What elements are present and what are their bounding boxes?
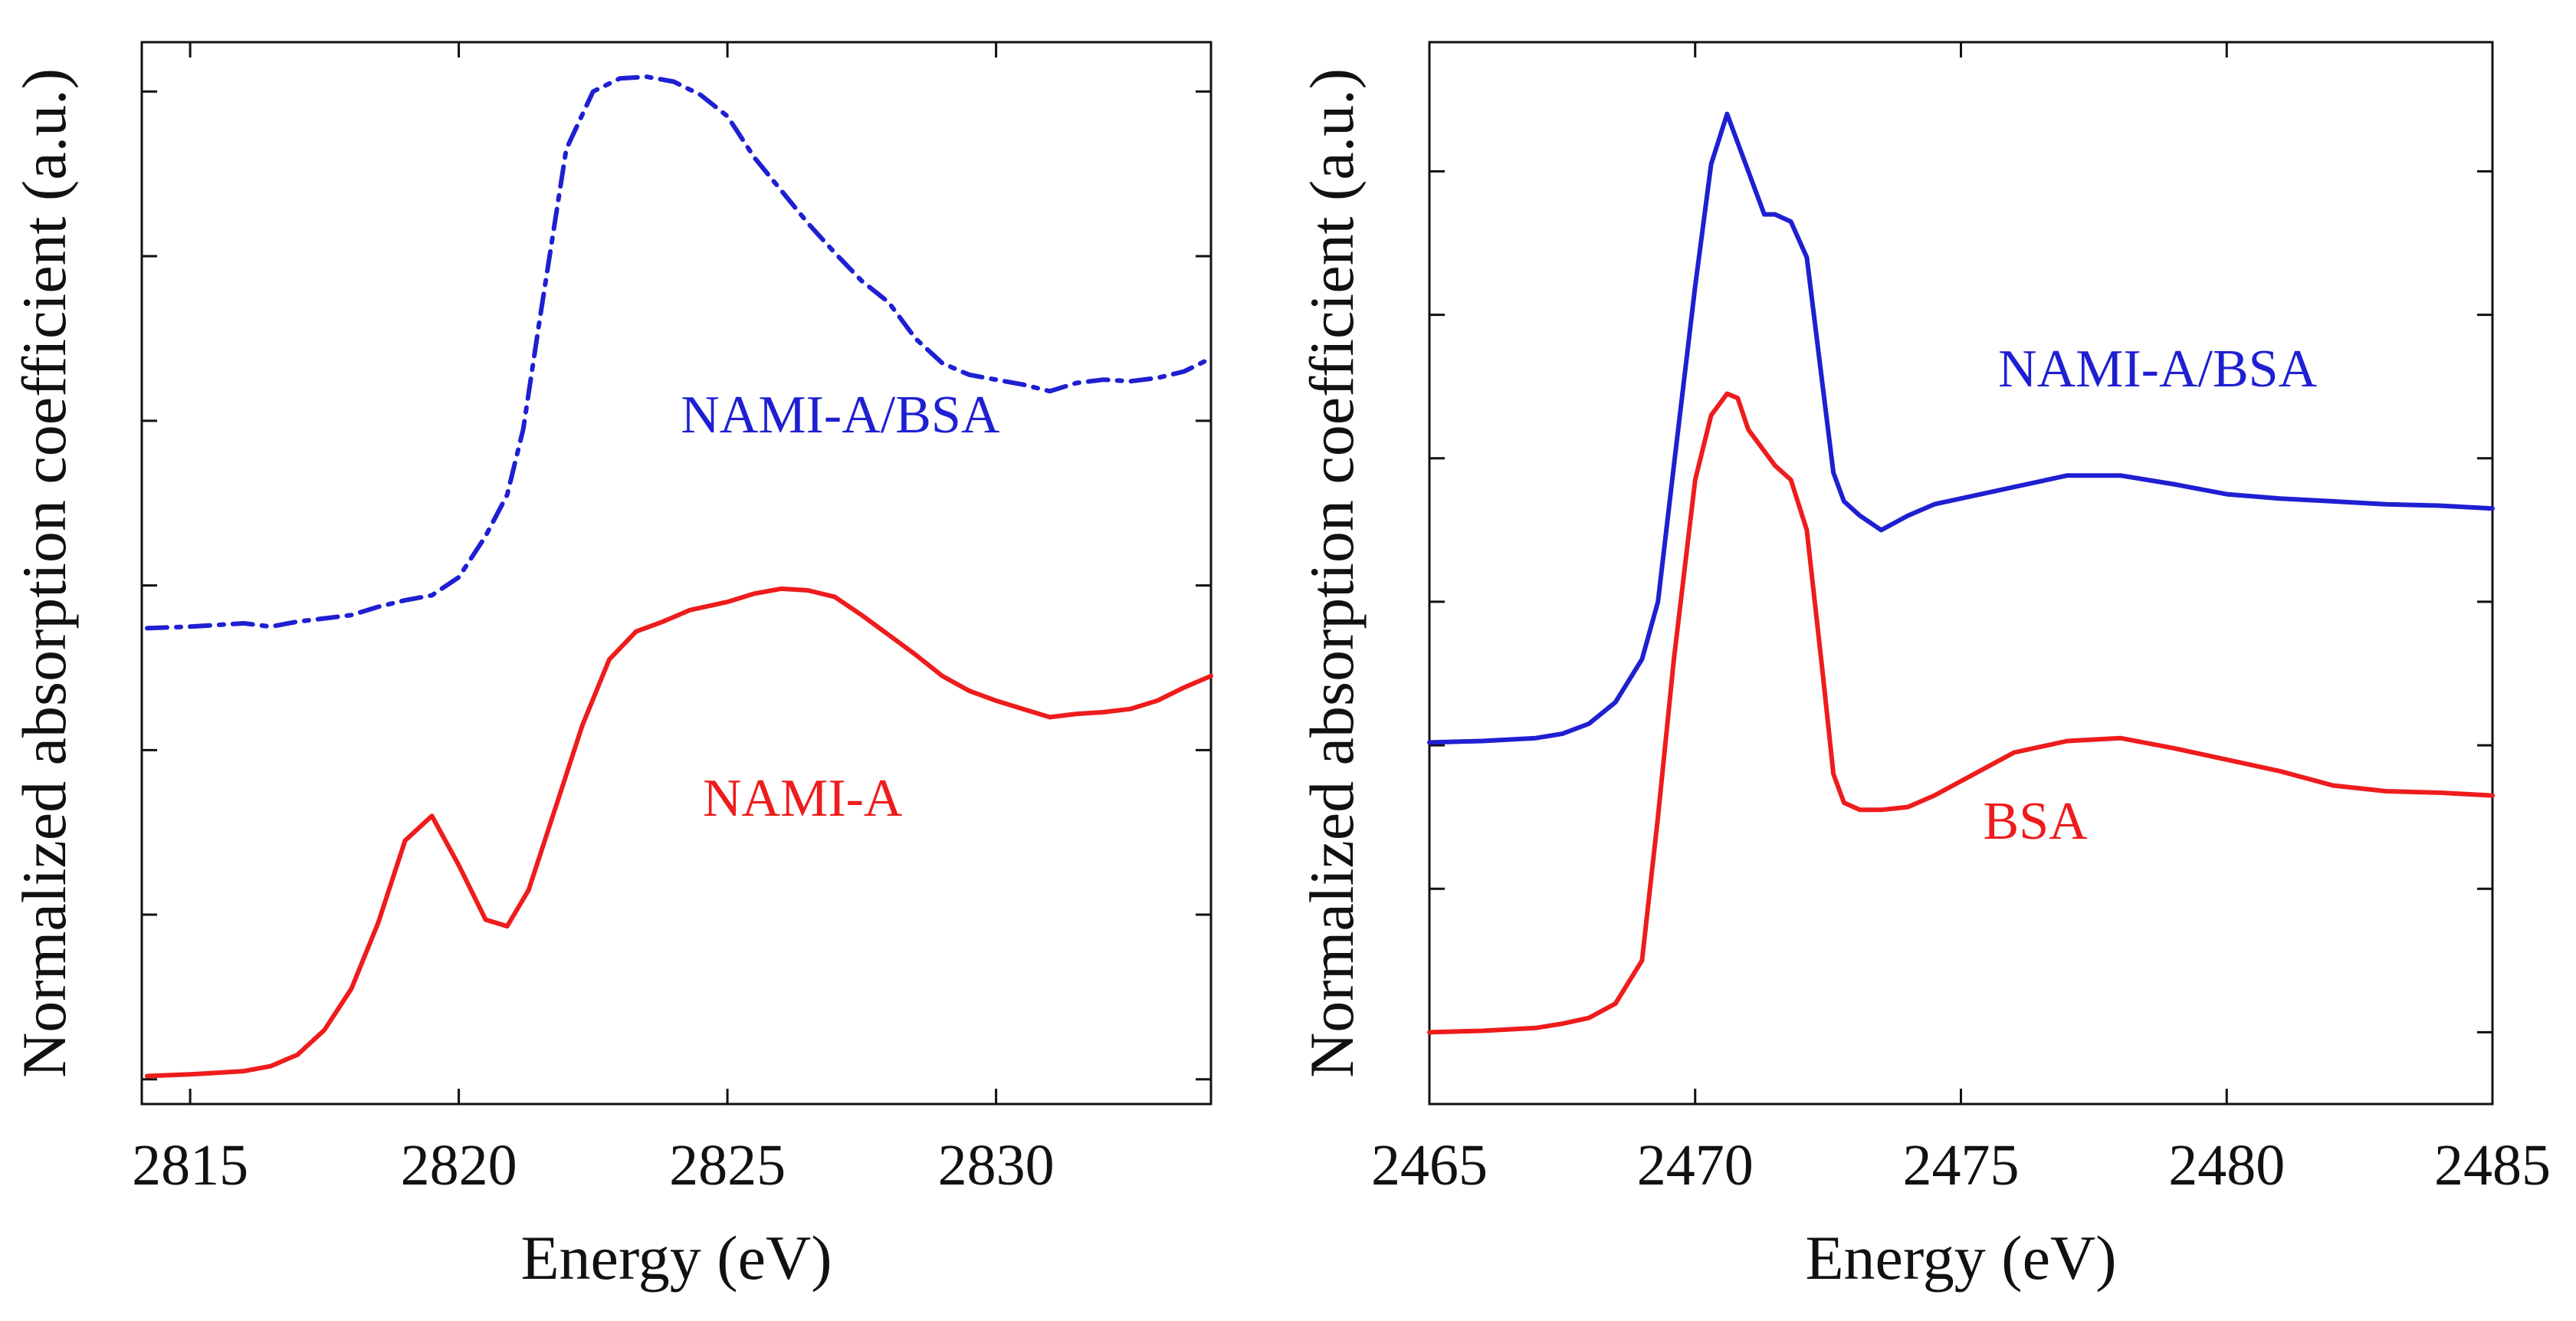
x-tick-label: 2485	[2434, 1133, 2551, 1198]
series-annotation: NAMI-A/BSA	[1998, 340, 2318, 399]
series-annotation: BSA	[1984, 792, 2089, 851]
x-tick-label: 2465	[1371, 1133, 1488, 1198]
series-line-bsa	[1427, 391, 2495, 1035]
chart-panel-1: 2815 2820 2825 2830 Energy (eV) Normalized ab…	[9, 41, 1213, 1293]
chart-panel-2: 2465 2470 2475 2480 2485 Energy (eV) Normalize…	[1297, 41, 2551, 1293]
plot-frame	[140, 41, 1213, 1106]
x-tick-label: 2480	[2168, 1133, 2285, 1198]
x-tick-label: 2475	[1903, 1133, 2020, 1198]
x-tick-label: 2470	[1637, 1133, 1754, 1198]
x-tick-label: 2830	[938, 1133, 1055, 1198]
y-axis-label: Normalized absorption coefficient (a.u.)	[1297, 68, 1367, 1078]
series-line-nami-a-bsa	[1427, 111, 2495, 745]
x-axis-label: Energy (eV)	[520, 1223, 832, 1293]
x-tick-label: 2815	[132, 1133, 248, 1198]
series-line-nami-a-bsa	[145, 74, 1213, 631]
x-tick-label: 2820	[401, 1133, 517, 1198]
plot-frame	[1428, 41, 2494, 1106]
x-tick-label: 2825	[669, 1133, 786, 1198]
x-axis-label: Energy (eV)	[1805, 1223, 2116, 1293]
series-line-nami-a	[145, 586, 1213, 1079]
series-annotation: NAMI-A	[703, 769, 903, 828]
y-axis-label: Normalized absorption coefficient (a.u.)	[9, 68, 79, 1078]
series-annotation: NAMI-A/BSA	[681, 386, 1000, 445]
